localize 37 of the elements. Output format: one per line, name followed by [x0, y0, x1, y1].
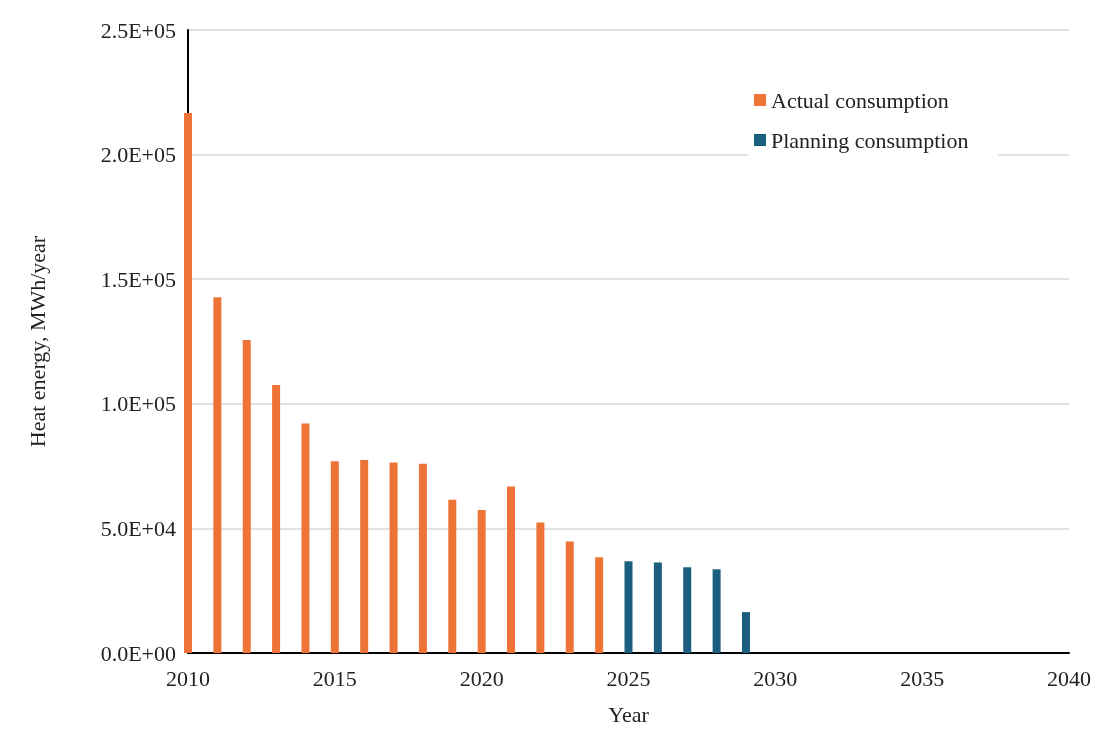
bar: [507, 486, 516, 653]
y-tick-label: 0.0E+00: [100, 640, 176, 666]
x-tick-label: 2025: [606, 665, 651, 691]
bar: [565, 541, 574, 653]
x-axis-title: Year: [608, 701, 650, 727]
bar: [653, 562, 662, 653]
bar: [477, 509, 486, 653]
bar: [272, 385, 281, 653]
x-tick-label: 2030: [753, 665, 798, 691]
y-tick-label: 5.0E+04: [100, 515, 176, 541]
bar: [448, 499, 457, 653]
bar: [184, 112, 192, 653]
bar: [683, 567, 692, 653]
bar: [389, 462, 398, 653]
legend-label: Actual consumption: [771, 87, 949, 113]
bar: [330, 461, 339, 653]
x-tick-label: 2020: [459, 665, 504, 691]
bar: [712, 569, 721, 653]
y-tick-label: 1.0E+05: [100, 391, 176, 417]
bar: [536, 522, 545, 653]
bar: [360, 460, 369, 653]
x-tick-label: 2015: [312, 665, 357, 691]
y-tick-label: 2.0E+05: [100, 142, 176, 168]
x-tick-label: 2040: [1047, 665, 1091, 691]
bar: [624, 561, 633, 653]
bar: [741, 612, 750, 653]
y-axis-title: Heat energy, MWh/year: [24, 235, 50, 448]
bar: [242, 340, 251, 653]
y-tick-label: 2.5E+05: [100, 17, 176, 43]
y-tick-label: 1.5E+05: [100, 266, 176, 292]
bar: [595, 557, 604, 653]
bar: [301, 423, 310, 653]
legend-label: Planning consumption: [771, 127, 969, 153]
bar: [213, 297, 222, 653]
bar: [418, 463, 427, 653]
x-tick-label: 2010: [166, 665, 210, 691]
x-tick-label: 2035: [900, 665, 945, 691]
